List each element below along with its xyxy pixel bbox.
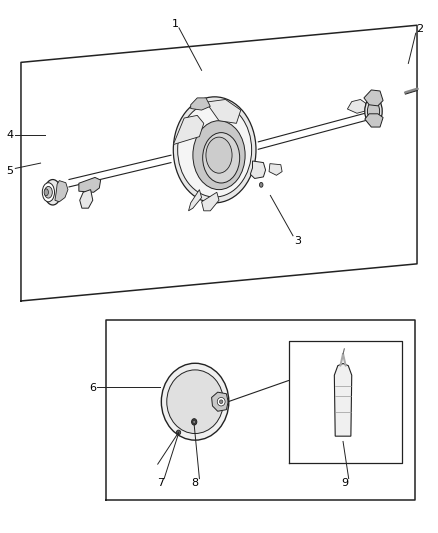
- Polygon shape: [364, 90, 383, 106]
- Text: 9: 9: [342, 478, 349, 488]
- Ellipse shape: [178, 103, 252, 197]
- Polygon shape: [201, 192, 219, 211]
- Polygon shape: [191, 98, 210, 110]
- Ellipse shape: [259, 182, 263, 187]
- Polygon shape: [269, 164, 282, 175]
- Polygon shape: [188, 190, 201, 211]
- Text: 8: 8: [191, 478, 198, 488]
- Text: 3: 3: [294, 236, 301, 246]
- Polygon shape: [334, 364, 352, 436]
- Text: 1: 1: [172, 19, 179, 29]
- Polygon shape: [365, 114, 383, 127]
- Ellipse shape: [193, 120, 245, 190]
- Text: 5: 5: [7, 166, 14, 176]
- Polygon shape: [206, 100, 241, 123]
- Ellipse shape: [44, 189, 48, 196]
- Text: 7: 7: [157, 478, 164, 488]
- Ellipse shape: [173, 97, 256, 203]
- Text: 6: 6: [89, 383, 96, 393]
- Ellipse shape: [161, 364, 229, 440]
- Ellipse shape: [206, 137, 232, 173]
- Text: 4: 4: [7, 130, 14, 140]
- Ellipse shape: [219, 400, 223, 403]
- Polygon shape: [55, 181, 68, 202]
- Ellipse shape: [45, 180, 61, 205]
- Ellipse shape: [42, 183, 54, 202]
- Ellipse shape: [167, 370, 223, 433]
- Ellipse shape: [177, 430, 181, 435]
- Ellipse shape: [217, 398, 225, 406]
- Polygon shape: [79, 177, 101, 192]
- Ellipse shape: [203, 133, 240, 183]
- Ellipse shape: [193, 420, 195, 423]
- Ellipse shape: [45, 187, 52, 198]
- Polygon shape: [347, 100, 366, 114]
- Text: 2: 2: [417, 24, 424, 34]
- Ellipse shape: [365, 96, 382, 126]
- Polygon shape: [212, 392, 228, 411]
- Polygon shape: [80, 190, 93, 208]
- Ellipse shape: [367, 101, 380, 121]
- Ellipse shape: [191, 419, 197, 425]
- Polygon shape: [251, 161, 265, 179]
- Polygon shape: [173, 115, 204, 144]
